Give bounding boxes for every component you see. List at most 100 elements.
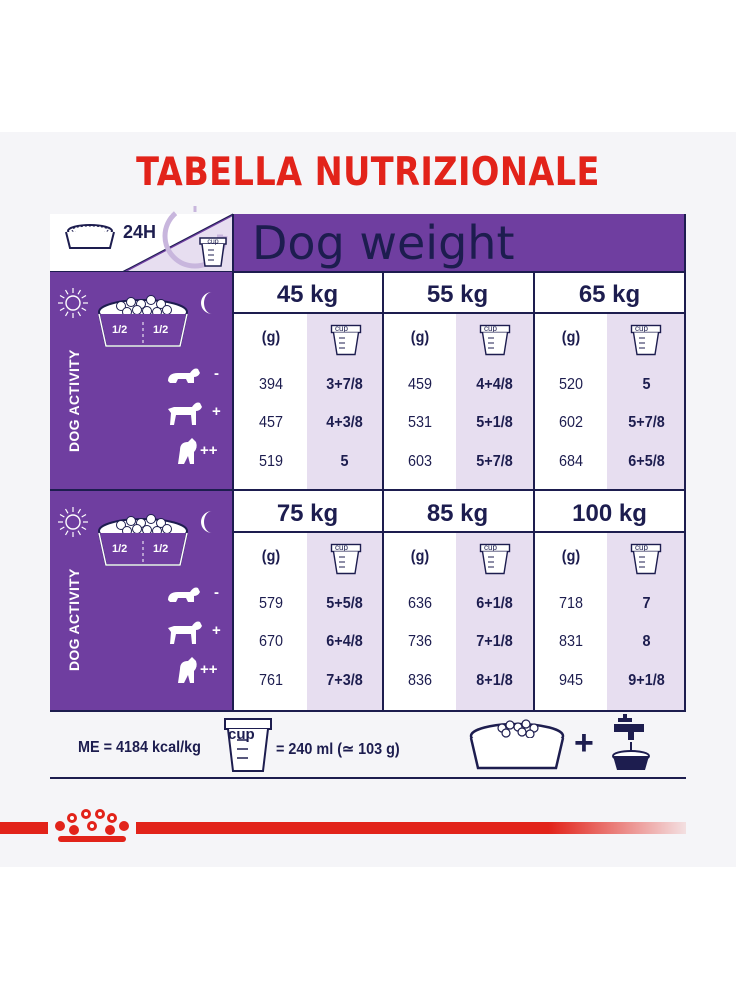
grams-value: 394 — [258, 376, 284, 393]
activity-label: DOG ACTIVITY — [66, 568, 82, 671]
cup-icon — [330, 324, 362, 356]
moon-icon — [201, 292, 212, 314]
activity-level-3: ++ — [200, 661, 218, 678]
weight-header: 75 kg — [276, 500, 339, 527]
brand-line-left — [0, 822, 48, 834]
grams-value: 459 — [407, 376, 433, 393]
grams-value: 457 — [258, 414, 284, 431]
grid-line — [382, 272, 384, 491]
half-label: 1/2 — [112, 543, 128, 555]
grid-line — [232, 491, 234, 710]
cups-value: 5+1/8 — [476, 414, 513, 431]
cups-value: 6+1/8 — [476, 595, 513, 612]
grams-value: 670 — [258, 633, 284, 650]
cup-label: cup — [228, 726, 255, 743]
half-label: 1/2 — [112, 324, 128, 336]
grams-value: 531 — [407, 414, 433, 431]
grid-line — [382, 491, 384, 710]
grams-value: 602 — [558, 414, 584, 431]
cup-icon — [224, 718, 272, 772]
weight-header: 100 kg — [572, 500, 647, 527]
cups-value: 6+4/8 — [326, 633, 363, 650]
energy-note: ME = 4184 kcal/kg — [78, 739, 201, 756]
grams-value: 836 — [407, 672, 433, 689]
cups-value: 5+7/8 — [476, 453, 513, 470]
cup-label: cup — [484, 543, 497, 552]
grams-value: 520 — [558, 376, 584, 393]
cups-value: 3+7/8 — [326, 376, 363, 393]
cups-value: 4+3/8 — [326, 414, 363, 431]
cup-label: cup — [484, 324, 497, 333]
cups-value: 7+3/8 — [326, 672, 363, 689]
sun-icon — [58, 288, 88, 318]
cup-icon — [479, 324, 511, 356]
bowl-icon — [98, 514, 188, 566]
grams-header: (g) — [561, 548, 581, 565]
bowl-icon — [469, 719, 565, 770]
weight-header: 45 kg — [276, 281, 339, 308]
grid-line — [684, 214, 686, 272]
sun-icon — [58, 507, 88, 537]
crown-logo-icon — [55, 809, 129, 842]
cups-value: 8 — [642, 633, 651, 650]
cups-value: 8+1/8 — [476, 672, 513, 689]
grams-header: (g) — [561, 329, 581, 346]
water-tap-icon — [612, 714, 650, 770]
svg-text:cup: cup — [207, 239, 218, 246]
cups-value: 4+4/8 — [476, 376, 513, 393]
cups-value: 5 — [642, 376, 651, 393]
grid-line — [684, 272, 686, 491]
grid-line — [232, 272, 234, 491]
cup-icon — [330, 543, 362, 575]
grid-line — [232, 214, 234, 272]
half-label: 1/2 — [153, 543, 169, 555]
grams-value: 831 — [558, 633, 584, 650]
cup-icon — [630, 543, 662, 575]
cups-value: 6+5/8 — [628, 453, 665, 470]
grams-value: 636 — [407, 595, 433, 612]
grams-header: (g) — [261, 548, 281, 565]
cup-label: cup — [335, 543, 348, 552]
grams-value: 603 — [407, 453, 433, 470]
activity-level-3: ++ — [200, 442, 218, 459]
activity-level-1: - — [214, 365, 219, 382]
dog-icon — [168, 402, 202, 425]
cups-value: 7+1/8 — [476, 633, 513, 650]
grams-value: 718 — [558, 595, 584, 612]
grams-value: 736 — [407, 633, 433, 650]
grams-header: (g) — [410, 329, 430, 346]
dog-weight-label: Dog weight — [252, 216, 515, 270]
grams-header: (g) — [410, 548, 430, 565]
cup-icon — [479, 543, 511, 575]
activity-level-1: - — [214, 584, 219, 601]
activity-level-2: + — [212, 403, 221, 420]
cup-equivalence: = 240 ml (≃ 103 g) — [276, 741, 400, 758]
dog-icon — [168, 587, 200, 602]
grid-line — [233, 271, 686, 273]
grid-line — [533, 272, 535, 491]
grams-header: (g) — [261, 329, 281, 346]
label-24h: 24H — [123, 222, 157, 242]
dog-icon — [178, 438, 197, 464]
bowl-icon — [65, 224, 115, 249]
grid-line — [233, 312, 686, 314]
weight-header: 65 kg — [578, 281, 641, 308]
activity-label: DOG ACTIVITY — [66, 349, 82, 452]
dog-icon — [168, 368, 200, 383]
page-title: TABELLA NUTRIZIONALE — [136, 150, 600, 195]
table-bottom-line — [50, 710, 686, 712]
cups-value: 7 — [642, 595, 651, 612]
grid-line — [684, 491, 686, 710]
cups-value: 5 — [340, 453, 349, 470]
block-separator — [50, 489, 686, 491]
grams-value: 761 — [258, 672, 284, 689]
bowl-icon — [98, 295, 188, 347]
weight-header: 85 kg — [426, 500, 489, 527]
footer-line — [50, 777, 686, 779]
cups-value: 5+7/8 — [628, 414, 665, 431]
activity-level-2: + — [212, 622, 221, 639]
cup-icon: cup — [199, 237, 227, 267]
dog-icon — [178, 657, 197, 683]
weight-header: 55 kg — [426, 281, 489, 308]
dog-icon — [168, 621, 202, 644]
